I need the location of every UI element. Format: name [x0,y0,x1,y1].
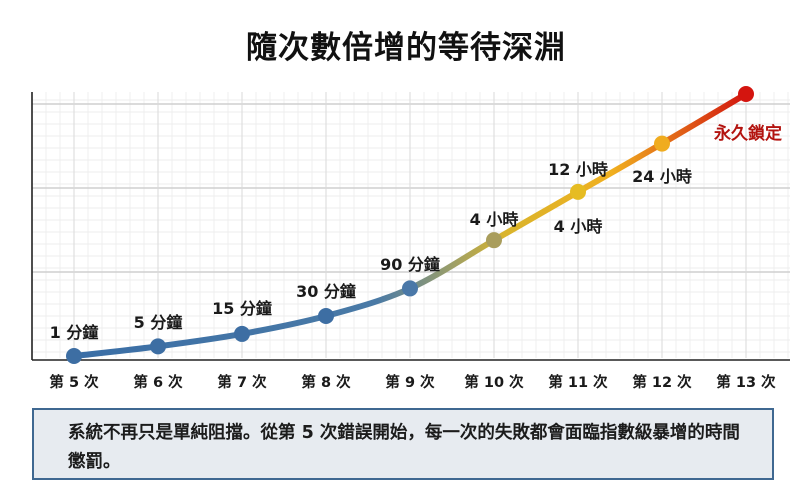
data-point [150,338,166,355]
x-tick-label: 第 13 次 [716,373,776,391]
x-tick-label: 第 7 次 [217,373,267,391]
data-label: 永久鎖定 [713,123,782,144]
axes [31,92,790,361]
data-label: 24 小時 [632,167,692,186]
chart-title: 隨次數倍增的等待深淵 [246,30,566,66]
data-labels: 1 分鐘 5 分鐘 15 分鐘 30 分鐘 90 分鐘 4 小時 4 小時 24 小時 永久鎖定… [50,123,782,342]
x-tick-label: 第 6 次 [133,373,183,391]
data-point [654,135,670,152]
data-point [234,325,250,342]
data-label: 30 分鐘 [296,282,356,301]
data-label: 90 分鐘 [380,255,440,274]
x-tick-label: 第 12 次 [632,373,692,391]
data-point [318,308,334,325]
data-point [738,86,754,102]
data-label: 5 分鐘 [134,313,183,332]
x-tick-label: 第 11 次 [548,373,608,391]
chart-area: 1 分鐘 5 分鐘 15 分鐘 30 分鐘 90 分鐘 4 小時 4 小時 24 小時 永久鎖定… [31,86,790,391]
x-tick-label: 第 9 次 [385,373,435,391]
data-label: 4 小時 [554,217,603,236]
data-label: 12 小時 [548,160,608,179]
data-points [66,86,754,364]
grid-lines [32,92,790,358]
x-tick-label: 第 5 次 [49,373,99,391]
data-label: 4 小時 [470,210,519,229]
data-point [402,280,418,297]
data-label: 1 分鐘 [50,323,99,342]
data-point [570,183,586,200]
explanation-note: 系統不再只是單純阻擋。從第 5 次錯誤開始，每一次的失敗都會面臨指數級暴增的時間… [32,408,774,480]
data-point [486,232,502,249]
data-label: 15 分鐘 [212,299,272,318]
x-tick-labels: 第 5 次 第 6 次 第 7 次 第 8 次 第 9 次 第 10 次 第 11 次 第 1… [49,373,776,391]
x-tick-label: 第 10 次 [464,373,524,391]
x-tick-label: 第 8 次 [301,373,351,391]
data-point [66,348,82,364]
